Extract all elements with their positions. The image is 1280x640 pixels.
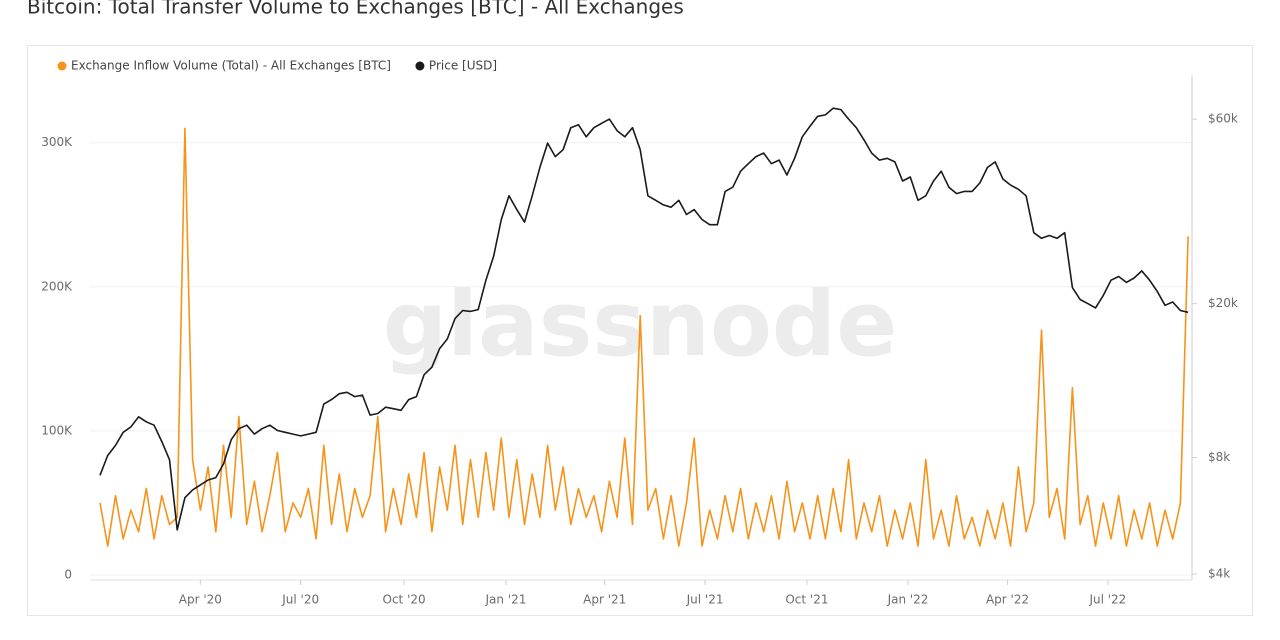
x-tick-label: Jul '22 [1088, 593, 1126, 607]
y2-tick-label: $60k [1208, 112, 1238, 126]
x-tick-label: Apr '22 [986, 593, 1029, 607]
legend-label: Exchange Inflow Volume (Total) - All Exc… [71, 59, 391, 73]
legend-label: Price [USD] [429, 59, 497, 73]
series-line [99, 107, 1189, 531]
x-tick-label: Oct '20 [383, 593, 426, 607]
legend-marker [57, 61, 67, 71]
y2-tick-label: $20k [1208, 296, 1238, 310]
legend: Exchange Inflow Volume (Total) - All Exc… [57, 59, 497, 73]
chart-title: Bitcoin: Total Transfer Volume to Exchan… [27, 0, 684, 19]
legend-marker [415, 61, 425, 71]
x-tick-label: Jan '22 [887, 593, 929, 607]
y-tick-label: 300K [41, 135, 73, 149]
x-tick-label: Apr '21 [583, 593, 626, 607]
y-tick-label: 200K [41, 279, 73, 293]
series-line [99, 127, 1189, 547]
x-tick-label: Oct '21 [785, 593, 828, 607]
x-tick-label: Apr '20 [179, 593, 222, 607]
y2-tick-label: $4k [1208, 567, 1230, 581]
y2-tick-label: $8k [1208, 450, 1230, 464]
y-tick-label: 0 [64, 567, 72, 581]
chart-card [27, 45, 1253, 616]
x-tick-label: Jan '21 [485, 593, 527, 607]
x-tick-label: Jul '21 [686, 593, 724, 607]
x-tick-label: Jul '20 [281, 593, 319, 607]
y-tick-label: 100K [41, 423, 73, 437]
